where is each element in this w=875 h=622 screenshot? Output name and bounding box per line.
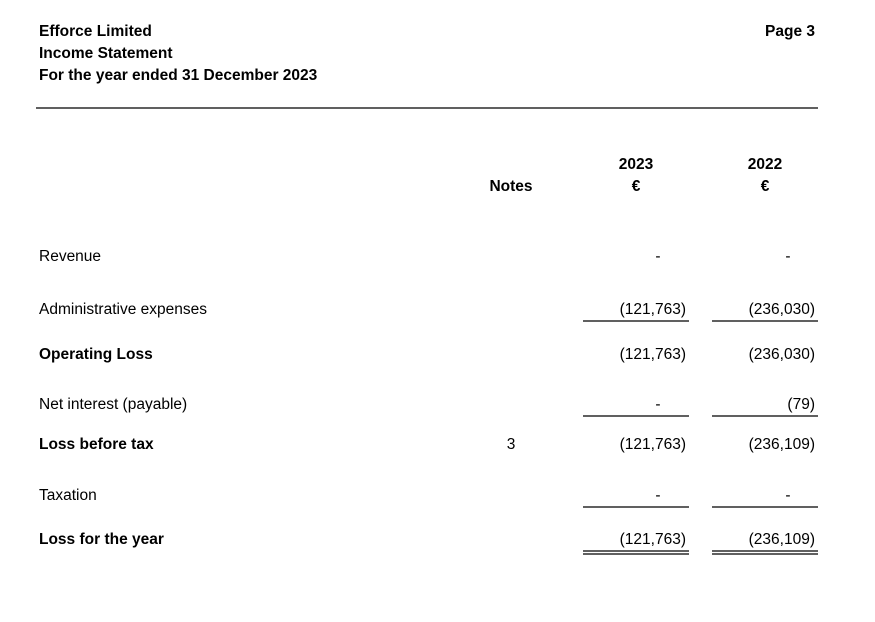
row-label: Net interest (payable) [39,396,187,413]
row-value: (121,763) [620,436,686,453]
row-value: - [655,248,660,265]
year-header: 2023 [619,156,654,173]
page-number: Page 3 [765,23,815,40]
period: For the year ended 31 December 2023 [39,67,318,84]
statement-title: Income Statement [39,45,173,62]
row-value: - [785,487,790,504]
row-label: Loss before tax [39,436,154,453]
row-label: Loss for the year [39,531,164,548]
company-name: Efforce Limited [39,23,152,40]
currency-header: € [761,178,770,195]
row-value: (121,763) [620,531,686,548]
row-value: (79) [787,396,815,413]
row-value: (236,030) [749,301,815,318]
row-note: 3 [507,436,516,453]
row-label: Revenue [39,248,101,265]
row-value: (121,763) [620,301,686,318]
row-value: - [785,248,790,265]
year-header: 2022 [748,156,782,173]
row-value: - [655,396,660,413]
row-label: Operating Loss [39,346,153,363]
row-label: Taxation [39,487,97,504]
row-label: Administrative expenses [39,301,207,318]
row-value: (121,763) [620,346,686,363]
row-value: - [655,487,660,504]
currency-header: € [632,178,641,195]
notes-header: Notes [489,178,532,195]
row-value: (236,109) [749,436,815,453]
row-value: (236,030) [749,346,815,363]
row-value: (236,109) [749,531,815,548]
